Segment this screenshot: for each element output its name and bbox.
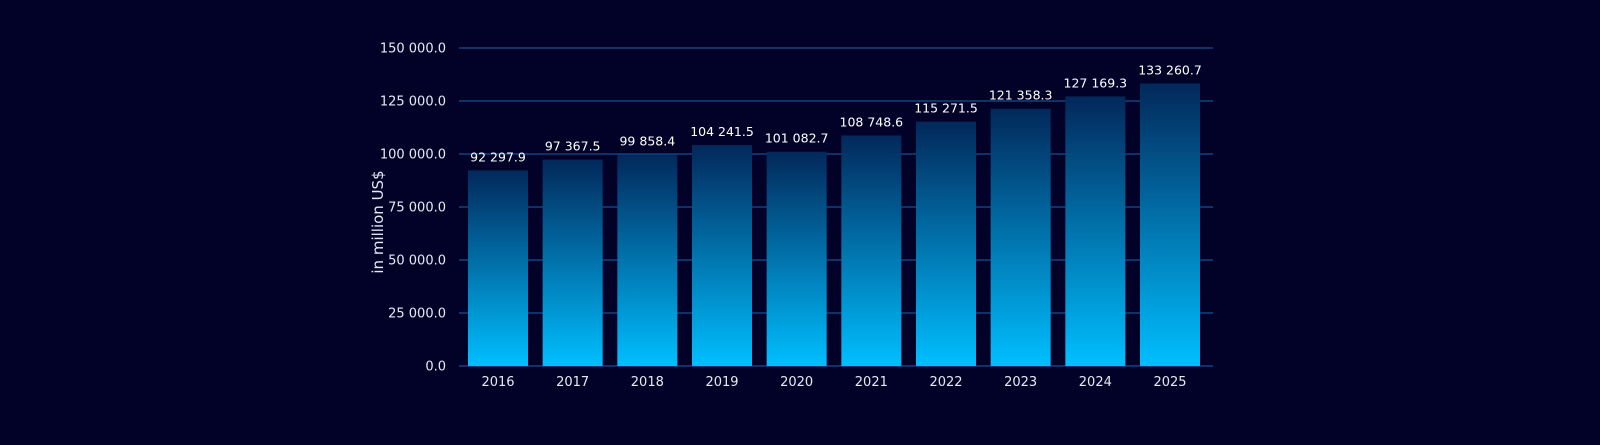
x-tick-label: 2021 <box>855 375 888 390</box>
x-tick-label: 2024 <box>1079 375 1112 390</box>
data-labels: 92 297.9 97 367.5 99 858.4 104 241.5 101 082… <box>470 62 1202 164</box>
bar-2025 <box>1140 83 1200 367</box>
x-tick-label: 2025 <box>1153 375 1186 390</box>
data-label: 127 169.3 <box>1064 75 1128 90</box>
y-axis-title: in million US$ <box>369 170 387 273</box>
data-label: 92 297.9 <box>470 149 526 164</box>
bar-2016 <box>468 170 528 366</box>
bar-2019 <box>692 145 752 366</box>
bar-2023 <box>990 108 1051 367</box>
y-tick-label: 125 000.0 <box>380 95 446 110</box>
x-tick-label: 2023 <box>1004 375 1037 390</box>
x-tick-label: 2019 <box>705 375 738 390</box>
data-label: 99 858.4 <box>619 133 675 148</box>
bar-2021 <box>841 135 902 366</box>
data-label: 133 260.7 <box>1138 62 1202 77</box>
y-axis-ticks: 0.0 25 000.0 50 000.0 75 000.0 100 000.0 125 … <box>380 42 446 375</box>
y-tick-label: 150 000.0 <box>380 42 446 57</box>
y-tick-label: 50 000.0 <box>388 254 446 269</box>
x-tick-label: 2018 <box>631 375 664 390</box>
bar-2022 <box>916 121 976 366</box>
data-label: 101 082.7 <box>765 131 829 146</box>
data-label: 115 271.5 <box>914 101 978 116</box>
bar-2020 <box>766 151 827 366</box>
data-label: 104 241.5 <box>690 124 754 139</box>
y-tick-label: 100 000.0 <box>380 148 446 163</box>
x-axis-ticks: 2016 2017 2018 2019 2020 2021 2022 2023 2024 2025 <box>481 375 1186 390</box>
bar-2018 <box>617 154 678 366</box>
x-tick-label: 2016 <box>481 375 514 390</box>
x-tick-label: 2020 <box>780 375 813 390</box>
y-tick-label: 0.0 <box>425 360 446 375</box>
bars <box>468 83 1200 367</box>
bar-2017 <box>542 159 603 366</box>
x-tick-label: 2022 <box>929 375 962 390</box>
y-tick-label: 75 000.0 <box>388 201 446 216</box>
data-label: 108 748.6 <box>840 114 904 129</box>
data-label: 97 367.5 <box>545 139 601 154</box>
y-tick-label: 25 000.0 <box>388 307 446 322</box>
data-label: 121 358.3 <box>989 88 1053 103</box>
bar-2024 <box>1065 96 1126 366</box>
x-tick-label: 2017 <box>556 375 589 390</box>
